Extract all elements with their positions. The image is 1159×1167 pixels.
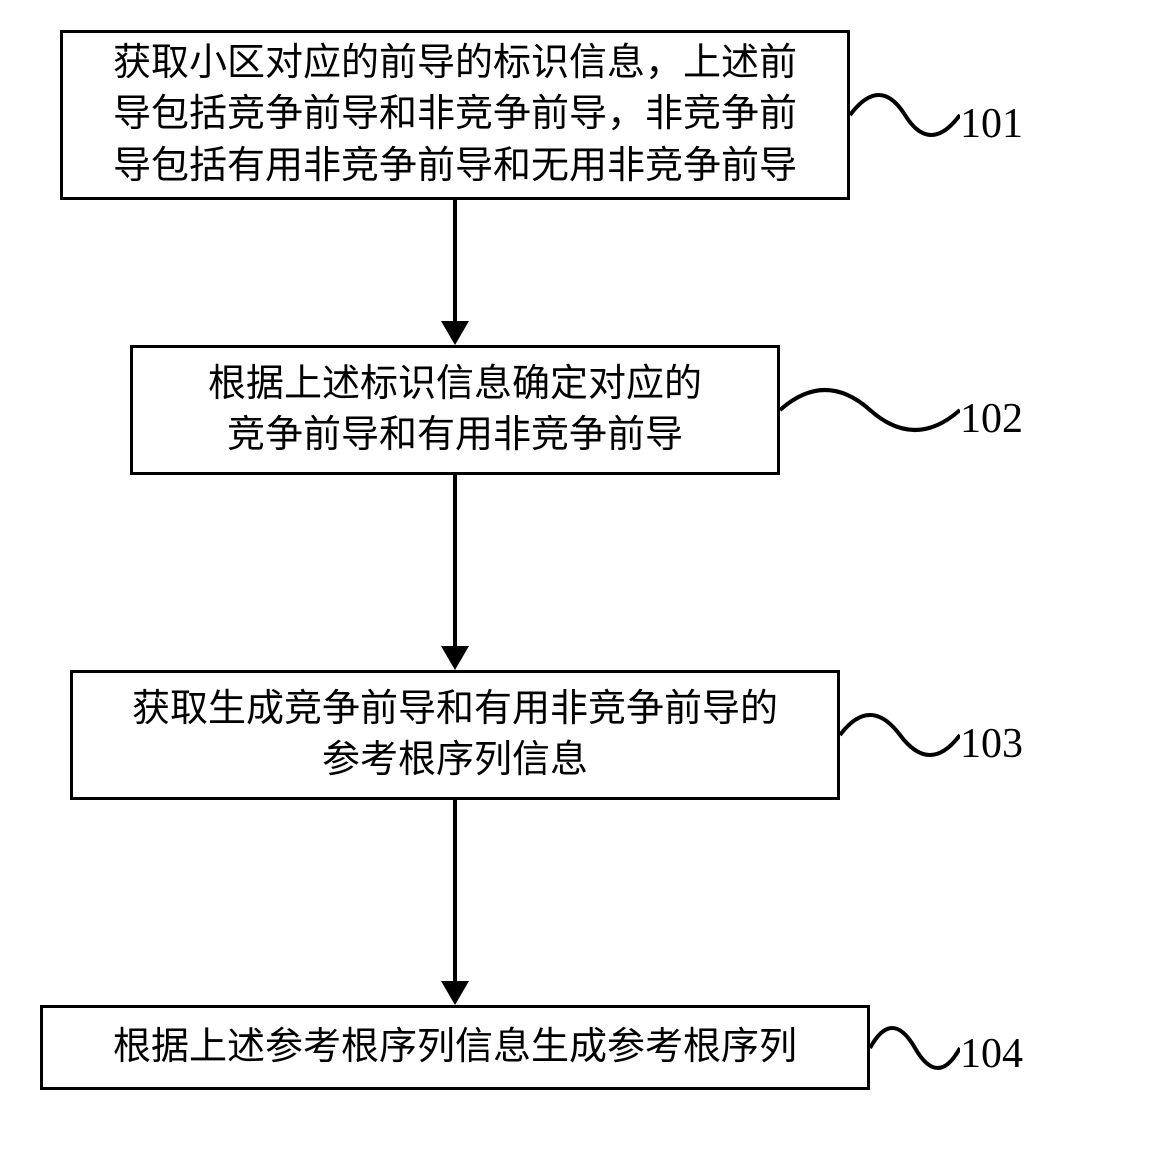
arrow-head-3	[441, 981, 469, 1005]
arrow-head-2	[441, 646, 469, 670]
flowchart-step-2: 根据上述标识信息确定对应的 竞争前导和有用非竞争前导	[130, 345, 780, 475]
step-label-1: 101	[960, 100, 1023, 148]
arrow-3	[453, 800, 457, 981]
step-text: 获取小区对应的前导的标识信息，上述前 导包括竞争前导和非竞争前导，非竞争前 导包…	[113, 38, 797, 192]
flowchart-step-3: 获取生成竞争前导和有用非竞争前导的 参考根序列信息	[70, 670, 840, 800]
step-text: 根据上述标识信息确定对应的 竞争前导和有用非竞争前导	[208, 359, 702, 462]
arrow-2	[453, 475, 457, 646]
flowchart-step-4: 根据上述参考根序列信息生成参考根序列	[40, 1005, 870, 1090]
connector-curve-3	[840, 695, 960, 775]
flowchart-step-1: 获取小区对应的前导的标识信息，上述前 导包括竞争前导和非竞争前导，非竞争前 导包…	[60, 30, 850, 200]
arrow-head-1	[441, 321, 469, 345]
flowchart-container: 获取小区对应的前导的标识信息，上述前 导包括竞争前导和非竞争前导，非竞争前 导包…	[0, 0, 1159, 1167]
step-text: 根据上述参考根序列信息生成参考根序列	[113, 1022, 797, 1073]
step-label-4: 104	[960, 1030, 1023, 1078]
arrow-1	[453, 200, 457, 321]
connector-curve-1	[850, 75, 960, 155]
step-label-2: 102	[960, 395, 1023, 443]
connector-curve-2	[780, 370, 960, 450]
step-text: 获取生成竞争前导和有用非竞争前导的 参考根序列信息	[132, 684, 778, 787]
connector-curve-4	[870, 1008, 960, 1088]
step-label-3: 103	[960, 720, 1023, 768]
